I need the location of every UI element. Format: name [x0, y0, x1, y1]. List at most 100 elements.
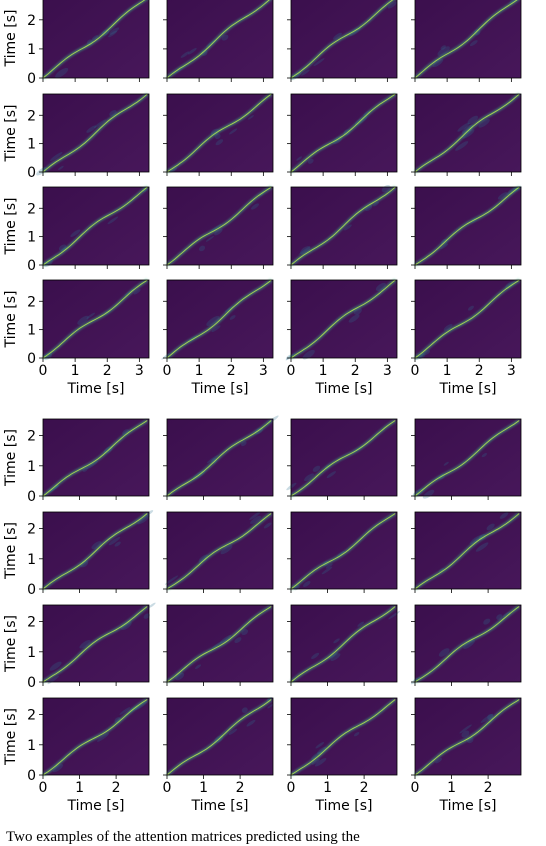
attention-noise [214, 133, 221, 140]
attention-noise [263, 522, 272, 529]
attention-noise [195, 664, 202, 670]
heatmap-panel [163, 92, 274, 176]
attention-noise [440, 243, 449, 250]
x-axis-label: Time [s] [439, 381, 497, 397]
x-axis-label: Time [s] [315, 381, 373, 397]
attention-diagonal [42, 186, 148, 266]
attention-noise [422, 489, 435, 499]
attention-diagonal [42, 93, 148, 173]
x-axis-label: Time [s] [67, 381, 125, 397]
attention-noise [307, 158, 314, 164]
attention-noise [133, 289, 141, 295]
attention-noise [206, 455, 219, 464]
y-axis-label: Time [s] [3, 522, 19, 580]
heatmap-frame [290, 0, 398, 79]
attention-noise [457, 122, 470, 132]
x-tick-label: 0 [411, 363, 420, 379]
heatmap-panel [411, 185, 522, 269]
x-tick-label: 2 [360, 780, 369, 796]
attention-noise [79, 639, 91, 649]
attention-noise [77, 315, 89, 325]
heatmap-panel [411, 92, 522, 176]
y-tick-label: 1 [27, 552, 36, 568]
attention-noise [52, 764, 64, 773]
attention-noise [364, 205, 373, 212]
heatmap-panel: 0 1 2 3 Time [s] [161, 278, 274, 397]
heatmap-panel: 0 1 2 Time [s] [411, 697, 522, 814]
attention-noise [437, 46, 450, 56]
attention-noise [135, 701, 147, 711]
x-tick-label: 1 [199, 780, 208, 796]
attention-diagonal [42, 279, 148, 359]
heatmap-frame [42, 279, 150, 359]
heatmap-panel [287, 604, 400, 686]
attention-diagonal [290, 420, 396, 497]
attention-diagonal [290, 0, 394, 79]
attention-noise [49, 661, 62, 671]
figure-caption: Two examples of the attention matrices p… [6, 829, 360, 845]
attention-noise [497, 192, 508, 200]
y-tick-label: 2 [27, 108, 36, 124]
y-tick-label: 0 [27, 489, 36, 505]
attention-noise [220, 634, 232, 644]
attention-noise [443, 323, 453, 331]
heatmap-frame [414, 697, 522, 776]
heatmap-frame [42, 186, 150, 266]
heatmap-panel: 0 1 2 Time [s] [3, 418, 150, 505]
heatmap-panel: 0 1 2 3 Time [s] [285, 278, 398, 397]
x-tick-label: 2 [475, 363, 484, 379]
x-tick-label: 0 [287, 363, 296, 379]
attention-noise [311, 652, 320, 660]
x-tick-label: 2 [112, 780, 121, 796]
y-tick-label: 0 [27, 165, 36, 181]
attention-diagonal [166, 420, 272, 497]
heatmap-panel [287, 511, 398, 593]
heatmap-frame [290, 279, 398, 359]
attention-noise [241, 707, 248, 714]
attention-diagonal [166, 186, 272, 266]
x-tick-label: 0 [287, 780, 296, 796]
attention-diagonal [42, 513, 148, 590]
y-tick-label: 2 [27, 708, 36, 724]
heatmap-frame [414, 604, 522, 683]
heatmap-frame [166, 604, 274, 683]
attention-diagonal [290, 279, 396, 359]
attention-diagonal [166, 699, 272, 776]
x-tick-label: 3 [135, 363, 144, 379]
attention-noise [301, 69, 310, 76]
attention-noise [86, 312, 96, 319]
heatmap-panel: 0 1 2 Time [s] [287, 697, 398, 814]
attention-noise [211, 325, 221, 332]
attention-noise [486, 523, 495, 531]
heatmap-frame [166, 93, 274, 173]
y-tick-label: 1 [27, 323, 36, 339]
attention-noise [108, 30, 118, 38]
heatmap-frame [414, 186, 522, 266]
attention-diagonal [42, 606, 148, 683]
attention-noise [440, 45, 446, 50]
heatmap-panel [163, 511, 274, 593]
heatmap-panel: 0 1 2 Time [s] [3, 0, 150, 87]
y-tick-label: 0 [27, 675, 36, 691]
attention-noise [333, 638, 340, 644]
attention-noise [143, 613, 150, 619]
attention-noise [333, 32, 342, 40]
y-tick-label: 0 [27, 768, 36, 784]
attention-diagonal [290, 699, 396, 776]
attention-noise [137, 515, 150, 525]
heatmap-panel: 0 1 2 3 Time [s] [411, 278, 522, 397]
attention-diagonal [42, 420, 148, 497]
heatmap-panel [287, 0, 398, 82]
heatmap-frame [42, 0, 150, 79]
attention-diagonal [166, 93, 272, 173]
attention-diagonal [166, 513, 272, 590]
x-axis-label: Time [s] [439, 798, 497, 814]
attention-noise [91, 35, 99, 40]
attention-diagonal [166, 279, 272, 359]
attention-noise [250, 203, 260, 210]
x-tick-label: 0 [163, 363, 172, 379]
attention-noise [443, 461, 449, 466]
x-tick-label: 1 [195, 363, 204, 379]
heatmap-frame [42, 511, 150, 590]
y-tick-label: 1 [27, 137, 36, 153]
